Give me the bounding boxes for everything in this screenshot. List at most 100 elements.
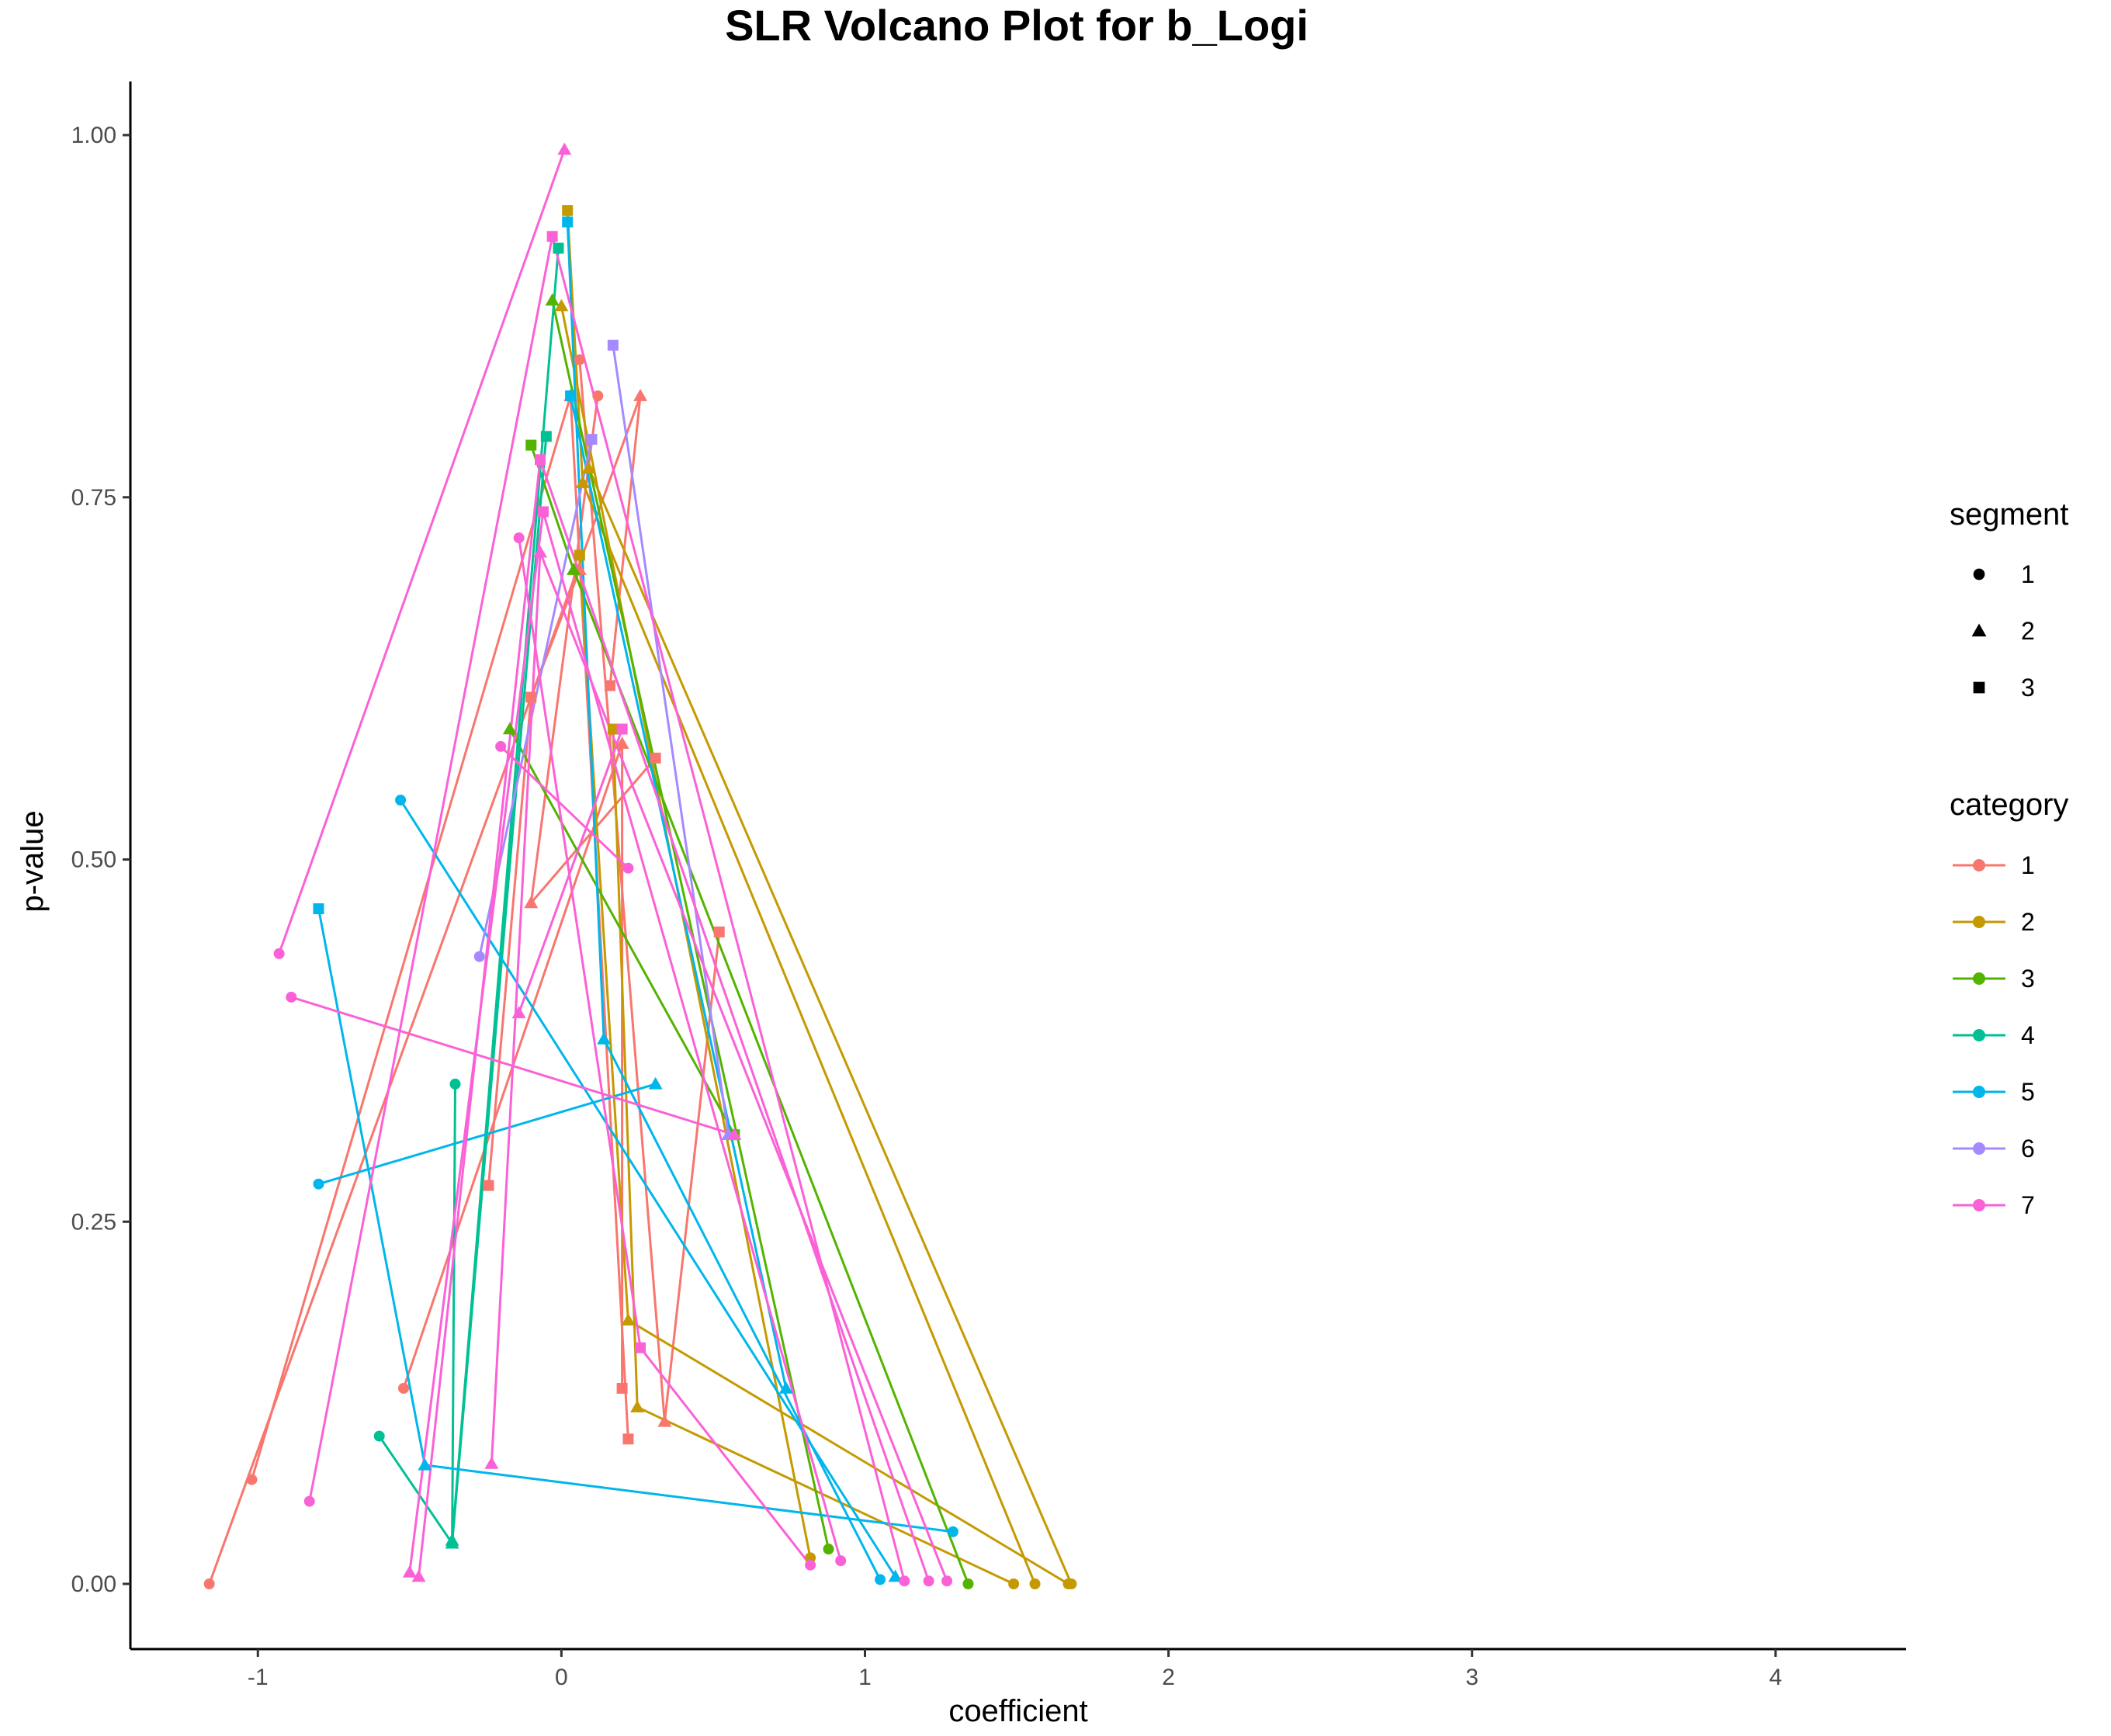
data-point-cat1-seg2: [633, 389, 648, 401]
series-lines: [208, 149, 1073, 1585]
series-line-cat4: [451, 248, 560, 1541]
x-tick-label: 3: [1465, 1665, 1478, 1690]
data-point-cat1-seg3: [650, 752, 661, 764]
y-tick-label: 0.50: [71, 847, 116, 873]
data-point-cat4-seg1: [373, 1430, 385, 1442]
data-point-cat7-seg1: [273, 948, 285, 959]
data-point-cat1-seg2: [657, 1414, 672, 1427]
data-point-cat5-seg2: [597, 1032, 612, 1045]
x-tick-label: 4: [1769, 1665, 1782, 1690]
legend-segment-key: [1973, 681, 1985, 694]
data-point-cat7-seg1: [513, 532, 525, 544]
series-line-cat5: [317, 908, 954, 1533]
series-line-cat2: [612, 729, 1014, 1585]
series-points: [203, 142, 1077, 1589]
series-line-cat2: [588, 467, 1073, 1585]
data-point-cat1-seg3: [713, 926, 725, 937]
legend-segment-label: 3: [2021, 674, 2035, 702]
legend-category-label: 5: [2021, 1078, 2035, 1106]
legend-segment-key: [1973, 568, 1985, 580]
x-tick-label: 2: [1162, 1665, 1175, 1690]
data-point-cat4-seg3: [553, 242, 564, 254]
data-point-cat5-seg3: [565, 390, 577, 402]
data-point-cat4-seg2: [445, 1533, 459, 1546]
legend-category-label: 1: [2021, 851, 2035, 879]
data-point-cat7-seg1: [923, 1575, 934, 1587]
series-line-cat7: [518, 728, 624, 1014]
legend-category-label: 7: [2021, 1191, 2035, 1219]
data-point-cat6-seg1: [473, 951, 485, 962]
data-point-cat1-seg2: [615, 736, 629, 749]
data-point-cat5-seg1: [875, 1574, 886, 1585]
data-point-cat2-seg1: [1066, 1578, 1077, 1589]
legend-category-label: 6: [2021, 1135, 2035, 1163]
data-point-cat2-seg2: [554, 299, 569, 312]
data-point-cat6-seg3: [607, 339, 619, 351]
data-point-cat5-seg2: [778, 1381, 793, 1394]
legend-category-key-dot: [1973, 1142, 1985, 1155]
data-point-cat7-seg2: [511, 1006, 526, 1019]
data-point-cat2-seg2: [630, 1400, 645, 1412]
data-point-cat1-seg1: [246, 1474, 258, 1485]
y-axis-ticks: 0.00 0.25 0.50 0.75 1.00: [71, 123, 130, 1597]
data-point-cat7-seg1: [941, 1575, 953, 1587]
data-point-cat6-seg3: [586, 434, 598, 445]
legend-category-label: 4: [2021, 1021, 2035, 1049]
data-point-cat2-seg2: [621, 1313, 636, 1325]
data-point-cat7-seg1: [495, 740, 507, 752]
data-point-cat3-seg2: [545, 293, 560, 306]
series-line-cat7: [278, 149, 566, 955]
y-tick-label: 0.25: [71, 1209, 116, 1235]
data-point-cat7-seg1: [835, 1555, 847, 1567]
data-point-cat2-seg2: [581, 461, 596, 474]
data-point-cat5-seg3: [313, 903, 324, 915]
chart-title: SLR Volcano Plot for b_Logi: [725, 1, 1309, 50]
data-point-cat7-seg2: [557, 142, 572, 155]
series-line-cat5: [566, 222, 882, 1581]
legend: segment 1 2 3 category 1 2 3 4 5 6 7: [1950, 497, 2068, 1219]
data-point-cat2-seg1: [1008, 1578, 1020, 1589]
data-point-cat1-seg3: [622, 1433, 634, 1445]
data-point-cat3-seg2: [567, 563, 581, 575]
data-point-cat5-seg1: [313, 1178, 324, 1190]
series-line-cat6: [612, 345, 730, 1135]
legend-segment-label: 1: [2021, 560, 2035, 588]
data-point-cat2-seg3: [574, 549, 585, 561]
data-point-cat2-seg3: [607, 723, 619, 735]
series-line-cat5: [318, 1083, 657, 1186]
data-point-cat7-seg2: [533, 545, 547, 558]
data-point-cat5-seg2: [418, 1457, 432, 1471]
x-axis-label: coefficient: [948, 1694, 1087, 1728]
data-point-cat7-seg3: [635, 1342, 646, 1353]
legend-segment-title: segment: [1950, 497, 2068, 532]
data-point-cat3-seg2: [502, 722, 517, 735]
series-line-cat5: [569, 395, 788, 1389]
legend-category-key-dot: [1973, 916, 1985, 928]
data-point-cat5-seg1: [947, 1526, 958, 1537]
data-point-cat7-seg1: [805, 1559, 816, 1571]
legend-category-key-dot: [1973, 972, 1985, 985]
x-tick-label: 0: [555, 1665, 568, 1690]
y-axis-label: p-value: [16, 810, 50, 912]
legend-segment-label: 2: [2021, 617, 2035, 645]
series-line-cat3: [508, 728, 736, 1135]
series-line-cat1: [250, 395, 629, 1481]
data-point-cat1-seg1: [574, 354, 585, 366]
data-point-cat2-seg2: [575, 476, 590, 488]
y-tick-label: 0.00: [71, 1571, 116, 1597]
series-line-cat7: [500, 745, 629, 869]
x-tick-label: -1: [248, 1665, 269, 1690]
series-line-cat3: [529, 445, 969, 1585]
data-point-cat1-seg3: [525, 691, 537, 703]
series-line-cat7: [308, 236, 906, 1582]
data-point-cat7-seg2: [411, 1569, 426, 1582]
data-point-cat7-seg3: [616, 723, 628, 735]
data-point-cat7-seg1: [899, 1575, 910, 1587]
legend-segment-key: [1971, 623, 1987, 637]
data-point-cat7-seg2: [402, 1565, 417, 1578]
data-point-cat3-seg1: [962, 1578, 974, 1589]
data-point-cat7-seg1: [286, 991, 297, 1003]
legend-category-key-dot: [1973, 1029, 1985, 1041]
legend-category-key-dot: [1973, 1199, 1985, 1211]
data-point-cat7-seg3: [537, 506, 549, 518]
